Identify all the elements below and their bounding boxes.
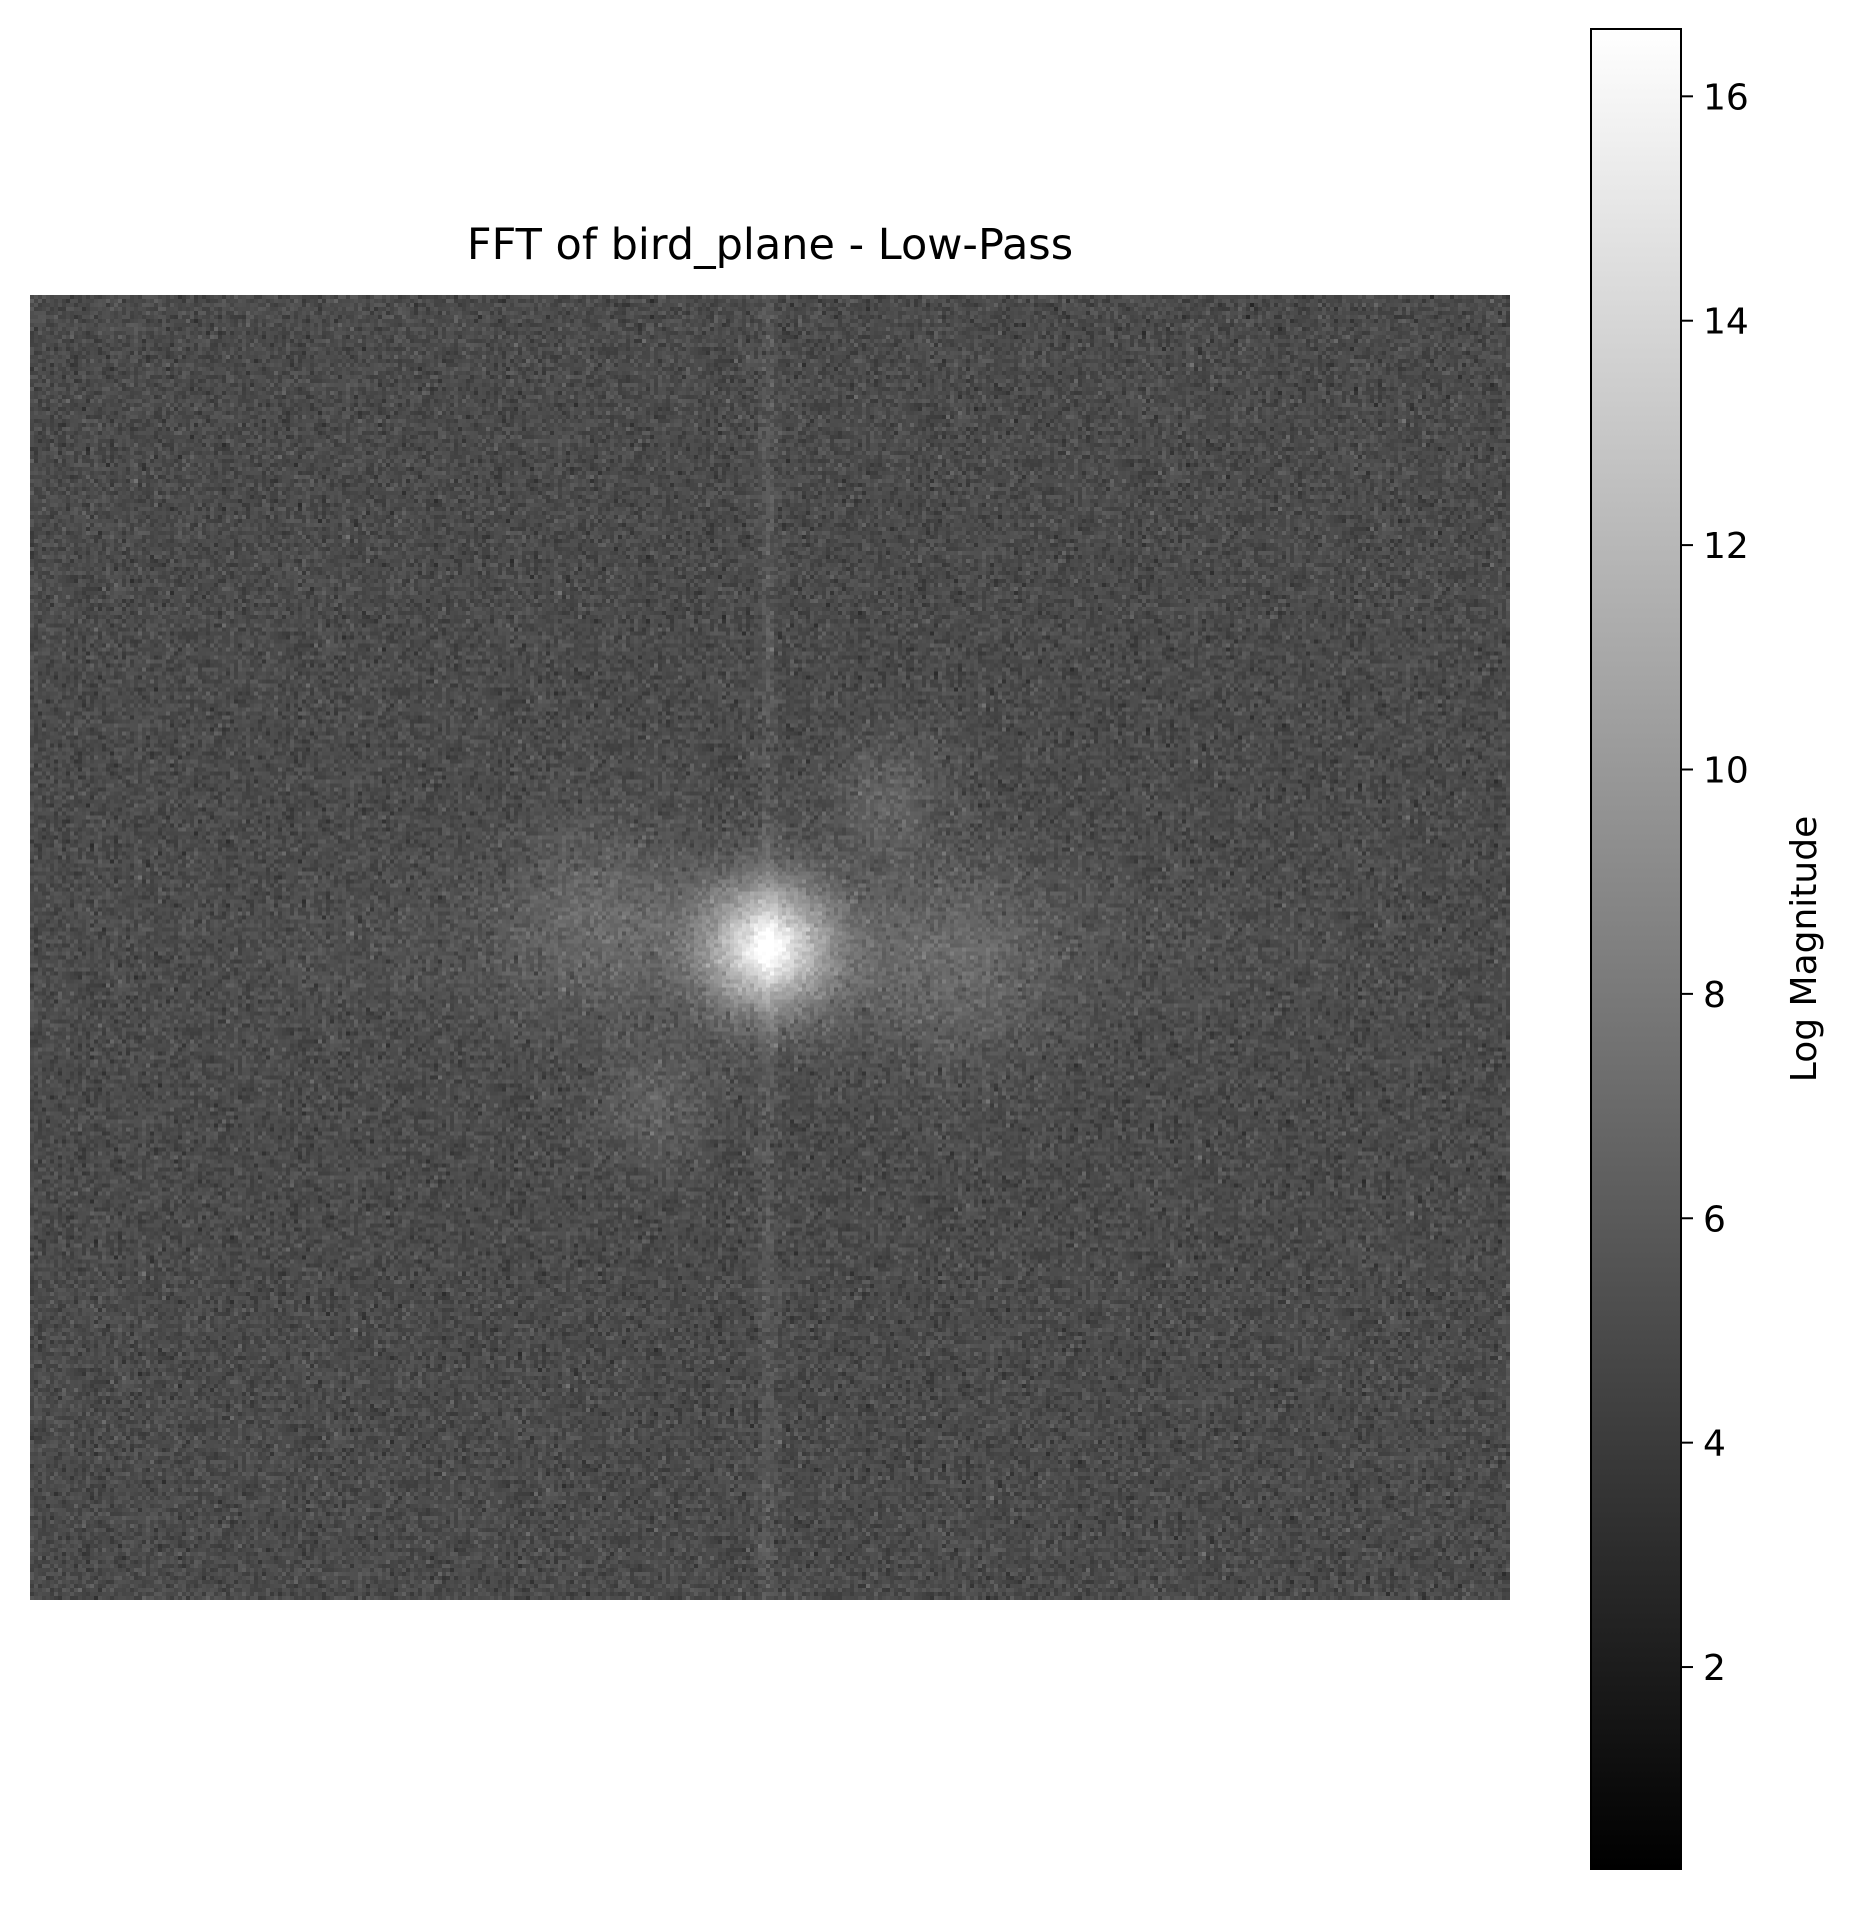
colorbar-tick-label: 8 bbox=[1703, 975, 1726, 1016]
colorbar: 2 4 6 8 10 12 14 16 Log Magnitude bbox=[1590, 28, 1825, 1870]
colorbar-tick-label: 6 bbox=[1703, 1199, 1726, 1240]
chart-title: FFT of bird_plane - Low-Pass bbox=[466, 220, 1074, 270]
colorbar-label: Log Magnitude bbox=[1784, 816, 1825, 1082]
colorbar-tick-label: 4 bbox=[1703, 1424, 1726, 1465]
colorbar-gradient bbox=[1590, 28, 1682, 1870]
colorbar-tick-label: 16 bbox=[1703, 77, 1749, 118]
colorbar-ticks: 2 4 6 8 10 12 14 16 bbox=[1681, 77, 1749, 1689]
colorbar-tick-label: 14 bbox=[1703, 302, 1749, 343]
fft-spectrum-heatmap bbox=[30, 295, 1510, 1600]
colorbar-tick-label: 12 bbox=[1703, 526, 1749, 567]
colorbar-tick-label: 10 bbox=[1703, 750, 1749, 791]
colorbar-tick-label: 2 bbox=[1703, 1648, 1726, 1689]
